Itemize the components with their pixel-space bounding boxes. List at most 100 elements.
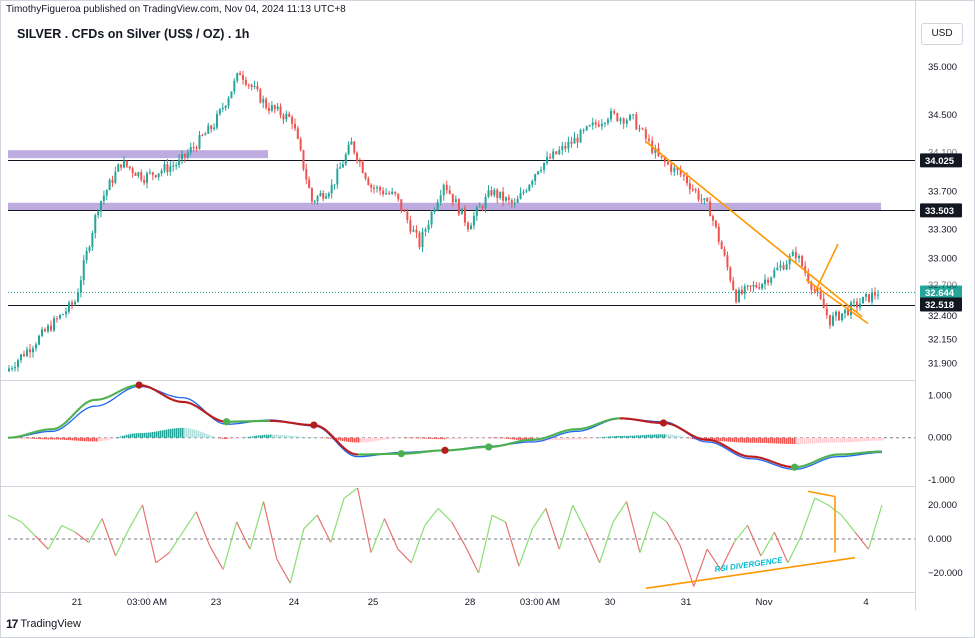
signal-line-segment [585, 426, 589, 430]
candle-body [481, 206, 484, 209]
macd-histogram-bar [812, 437, 814, 444]
macd-histogram-bar [328, 437, 330, 439]
macd-histogram-bar [318, 437, 320, 438]
macd-histogram-bar [502, 437, 504, 439]
candle-body [23, 354, 25, 357]
candle-body [475, 207, 478, 216]
macd-histogram-bar [216, 437, 218, 439]
macd-histogram-bar [28, 437, 30, 439]
macd-histogram-bar [386, 437, 388, 440]
rsi-segment [182, 511, 197, 533]
macd-histogram-bar [148, 432, 150, 438]
rsi-segment [383, 518, 399, 550]
macd-histogram-bar [444, 437, 446, 440]
signal-line-segment [71, 413, 75, 417]
signal-line-segment [345, 448, 349, 453]
signal-line-segment [163, 394, 167, 398]
macd-histogram-bar [600, 437, 602, 438]
signal-line-segment [201, 409, 205, 413]
candle-body [427, 224, 430, 230]
candle-body [183, 153, 186, 158]
signal-line-segment [813, 460, 817, 463]
signal-line-segment [117, 390, 121, 394]
candle-body [140, 172, 143, 180]
x-tick-label: 4 [863, 597, 868, 608]
macd-histogram-bar [132, 433, 134, 438]
signal-line-segment [681, 428, 685, 432]
candle-body [752, 285, 755, 287]
candle-body [597, 124, 600, 127]
macd-histogram-bar [80, 437, 82, 441]
candle-body [253, 86, 256, 88]
macd-histogram-bar [300, 436, 302, 438]
macd-histogram-bar [736, 437, 738, 443]
macd-histogram-bar [220, 437, 222, 439]
signal-line-segment [105, 395, 109, 399]
macd-histogram-bar [120, 436, 122, 438]
macd-histogram-bar [70, 437, 72, 441]
candle-body [822, 298, 825, 309]
macd-histogram-bar [442, 437, 444, 440]
candle-body [505, 197, 507, 201]
macd-histogram-bar [164, 429, 166, 438]
macd-histogram-bar [768, 437, 770, 444]
macd-histogram-bar [250, 436, 252, 438]
candle-body [493, 189, 496, 196]
tradingview-logo[interactable]: 17 TradingView [6, 617, 81, 631]
signal-line-segment [769, 459, 773, 463]
macd-histogram-bar [102, 437, 104, 442]
signal-line-segment [323, 427, 327, 432]
candle-body [221, 107, 224, 110]
candle-body [294, 123, 296, 129]
price-tag-label: 32.644 [925, 288, 955, 299]
macd-histogram-bar [208, 434, 210, 438]
macd-histogram-bar [684, 437, 686, 438]
macd-histogram-bar [190, 428, 192, 438]
currency-selector[interactable]: USD [921, 23, 963, 45]
signal-line-segment [119, 389, 123, 393]
signal-line-segment [79, 405, 83, 409]
candle-body [282, 115, 285, 120]
candle-body [105, 190, 108, 196]
rsi-segment [854, 531, 870, 550]
rsi-pane: RSI DIVERGENCE [7, 487, 915, 590]
macd-histogram-bar [634, 435, 636, 438]
candle-body [430, 211, 433, 225]
macd-histogram-bar [806, 437, 808, 444]
candle-body [670, 164, 673, 172]
macd-histogram-bar [552, 437, 554, 441]
candle-body [531, 180, 534, 185]
macd-histogram-bar [306, 437, 308, 438]
signal-line-segment [61, 423, 65, 427]
rsi-segment [599, 521, 614, 563]
macd-histogram-bar [324, 437, 326, 439]
candle-body [305, 169, 308, 180]
macd-histogram-bar [660, 434, 662, 438]
macd-histogram-bar [464, 437, 466, 439]
candle-body [82, 260, 85, 281]
candle-body [448, 190, 451, 194]
signal-line-segment [691, 434, 695, 438]
macd-histogram-bar [256, 435, 258, 438]
candle-body [723, 249, 726, 256]
signal-line-segment [23, 433, 27, 437]
macd-histogram-bar [234, 437, 236, 439]
macd-histogram-bar [446, 437, 448, 440]
candle-body [726, 255, 729, 268]
rsi-segment [115, 528, 130, 557]
macd-histogram-bar [784, 437, 786, 444]
candle-body [714, 220, 717, 227]
candle-body [14, 367, 16, 369]
macd-histogram-bar [414, 437, 416, 439]
candle-body [507, 197, 510, 200]
macd-histogram-bar [248, 436, 250, 438]
macd-histogram-bar [832, 437, 834, 443]
macd-histogram-bar [586, 437, 588, 440]
macd-histogram-bar [624, 435, 626, 438]
trendline [805, 278, 869, 325]
macd-histogram-bar [860, 437, 862, 442]
signal-line-segment [197, 406, 201, 410]
macd-histogram-bar [852, 437, 854, 443]
candle-body [85, 250, 88, 261]
